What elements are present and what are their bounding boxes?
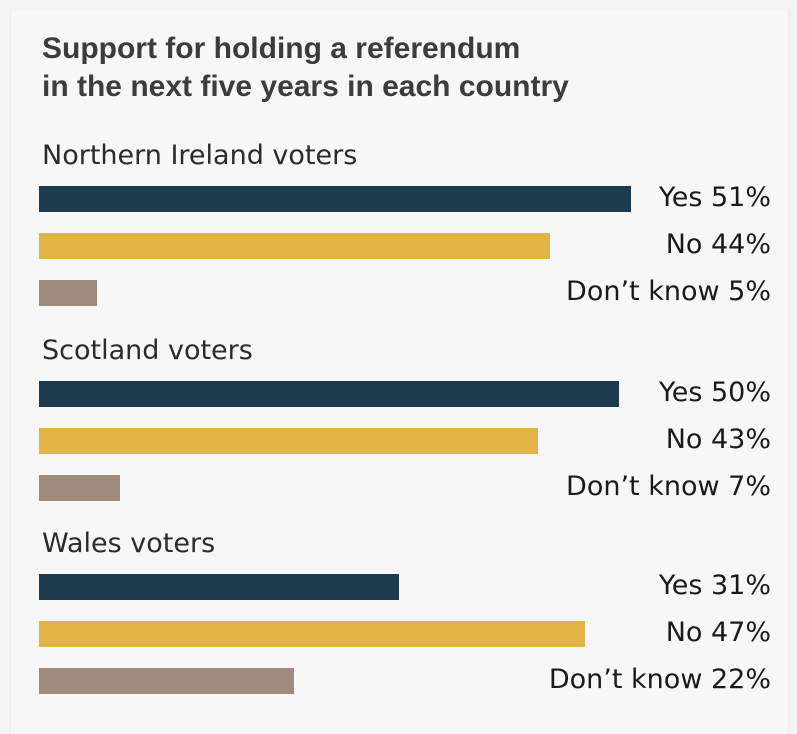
- bar-wales-voters-no: [39, 621, 585, 647]
- bar-northern-ireland-voters-dont-know: [39, 280, 97, 306]
- bar-wales-voters-yes: [39, 574, 399, 600]
- bar-scotland-voters-dont-know: [39, 475, 120, 501]
- value-label-wales-voters-no: No 47%: [665, 617, 771, 648]
- group-label-wales-voters: Wales voters: [42, 528, 216, 559]
- value-label-wales-voters-yes: Yes 31%: [658, 570, 771, 601]
- group-label-northern-ireland-voters: Northern Ireland voters: [42, 140, 358, 171]
- value-label-northern-ireland-voters-no: No 44%: [665, 229, 771, 260]
- chart-panel: Support for holding a referendum in the …: [10, 10, 789, 734]
- bar-scotland-voters-yes: [39, 381, 619, 407]
- value-label-scotland-voters-no: No 43%: [665, 424, 771, 455]
- value-label-scotland-voters-yes: Yes 50%: [658, 377, 771, 408]
- chart-title: Support for holding a referendum in the …: [42, 30, 742, 106]
- chart-title-line-2: in the next five years in each country: [42, 70, 569, 103]
- bar-wales-voters-dont-know: [39, 668, 294, 694]
- value-label-scotland-voters-dont-know: Don’t know 7%: [566, 471, 771, 502]
- bar-northern-ireland-voters-yes: [39, 186, 631, 212]
- bar-scotland-voters-no: [39, 428, 538, 454]
- bar-northern-ireland-voters-no: [39, 233, 550, 259]
- value-label-northern-ireland-voters-dont-know: Don’t know 5%: [566, 276, 771, 307]
- chart-title-line-1: Support for holding a referendum: [42, 32, 521, 65]
- group-label-scotland-voters: Scotland voters: [42, 335, 253, 366]
- value-label-northern-ireland-voters-yes: Yes 51%: [658, 182, 771, 213]
- value-label-wales-voters-dont-know: Don’t know 22%: [548, 664, 771, 695]
